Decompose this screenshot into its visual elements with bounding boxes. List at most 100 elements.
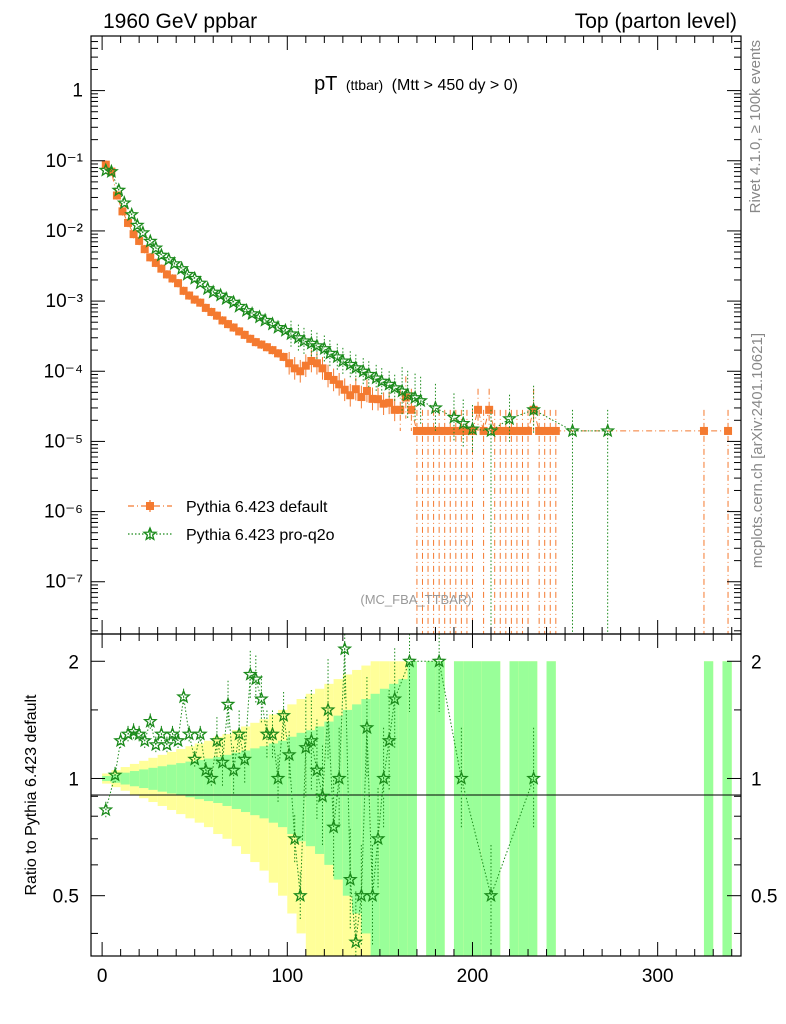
upper-ytick-label: 10⁻²: [46, 221, 84, 242]
ratio-marker: [303, 732, 319, 748]
ratio-band-inner: [333, 715, 343, 880]
ratio-marker: [431, 653, 447, 668]
ratio-marker: [365, 887, 380, 902]
ratio-marker: [326, 819, 342, 834]
xtick-label: 200: [457, 966, 489, 987]
ratio-marker: [526, 770, 542, 785]
marker-default: [124, 218, 133, 227]
ratio-ytick-label-right: 2: [751, 652, 762, 673]
marker-default: [418, 426, 427, 435]
marker-default: [424, 426, 433, 435]
ratio-band-inner: [213, 757, 223, 804]
legend-entry-default: Pythia 6.423 default: [128, 499, 328, 516]
marker-default: [440, 426, 449, 435]
marker-default: [407, 405, 416, 414]
ratio-marker: [298, 739, 314, 754]
marker-default: [307, 357, 316, 366]
ratio-marker: [176, 689, 192, 704]
ratio-band-inner: [148, 767, 158, 790]
marker-default: [262, 343, 271, 352]
marker-default: [335, 380, 344, 389]
ratio-band-inner: [250, 748, 260, 816]
marker-pro-q2o: [148, 240, 164, 255]
plot-title-main: pT: [314, 73, 337, 95]
ratio-band-inner: [315, 726, 325, 854]
ratio-marker: [165, 726, 180, 741]
marker-pro-q2o: [407, 389, 423, 404]
ratio-band-inner: [481, 661, 491, 956]
marker-default: [396, 405, 405, 414]
marker-default: [724, 426, 733, 435]
ratio-band-inner: [722, 661, 732, 956]
ratio-band-inner: [491, 661, 501, 956]
ratio-marker: [231, 726, 247, 741]
ratio-marker: [370, 830, 386, 846]
marker-pro-q2o: [565, 423, 580, 438]
plot-title-rest: (Mtt > 450 dy > 0): [392, 77, 518, 94]
ratio-marker: [337, 641, 353, 656]
marker-default: [118, 207, 127, 216]
marker-pro-q2o: [142, 233, 158, 248]
marker-pro-q2o: [129, 217, 145, 232]
marker-default: [196, 298, 205, 307]
ratio-marker: [342, 871, 358, 886]
header-left: 1960 GeV ppbar: [103, 10, 257, 33]
marker-default: [485, 405, 494, 414]
ratio-band-inner: [342, 709, 353, 896]
marker-default: [496, 426, 505, 435]
marker-default: [446, 426, 455, 435]
marker-default: [451, 426, 460, 435]
ratio-band-inner: [518, 661, 529, 956]
ratio-marker: [309, 762, 325, 777]
upper-ytick-label: 1: [72, 81, 83, 102]
ratio-band-inner: [463, 661, 473, 956]
marker-pro-q2o: [526, 401, 542, 417]
marker-pro-q2o: [368, 370, 384, 385]
marker-default: [324, 372, 333, 381]
ratio-band-inner: [268, 743, 279, 823]
ratio-band-inner: [370, 693, 380, 956]
legend-marker-square: [146, 502, 154, 510]
ratio-band-inner: [120, 772, 130, 785]
marker-default: [285, 359, 294, 368]
legend-marker-star: [142, 526, 158, 541]
marker-default: [296, 367, 305, 376]
marker-default: [312, 359, 321, 368]
marker-pro-q2o: [502, 410, 517, 426]
rivet-label: Rivet 4.1.0, ≥ 100k events: [747, 40, 764, 213]
marker-default: [224, 320, 233, 329]
ratio-band-inner: [278, 740, 288, 828]
marker-pro-q2o: [116, 195, 132, 210]
ratio-ytick-label-left: 2: [68, 652, 79, 673]
mcplots-label: mcplots.cern.ch [arXiv:2401.10621]: [749, 333, 766, 568]
marker-pro-q2o: [348, 359, 364, 375]
marker-default: [168, 274, 177, 283]
marker-default: [201, 303, 210, 312]
marker-default: [157, 264, 166, 273]
marker-default: [390, 405, 399, 414]
upper-ytick-label: 10⁻⁴: [44, 361, 83, 382]
ratio-marker: [281, 746, 297, 762]
ratio-band-inner: [509, 661, 519, 956]
marker-default: [162, 270, 171, 279]
marker-default: [524, 426, 533, 435]
marker-default: [107, 167, 116, 176]
marker-pro-q2o: [257, 312, 273, 327]
marker-pro-q2o: [296, 333, 312, 348]
marker-default: [251, 338, 260, 347]
marker-default: [551, 426, 560, 435]
marker-default: [112, 191, 121, 200]
upper-ytick-label: 10⁻⁶: [44, 502, 83, 523]
marker-pro-q2o: [374, 373, 390, 388]
ratio-band-inner: [407, 661, 417, 956]
ratio-band-inner: [324, 721, 334, 865]
marker-default: [240, 330, 249, 339]
marker-default: [140, 245, 149, 254]
marker-pro-q2o: [174, 260, 190, 275]
header-right: Top (parton level): [575, 10, 737, 33]
ratio-marker: [209, 732, 225, 748]
marker-pro-q2o: [446, 409, 462, 424]
ratio-marker: [137, 732, 153, 748]
ratio-band-inner: [139, 769, 149, 789]
